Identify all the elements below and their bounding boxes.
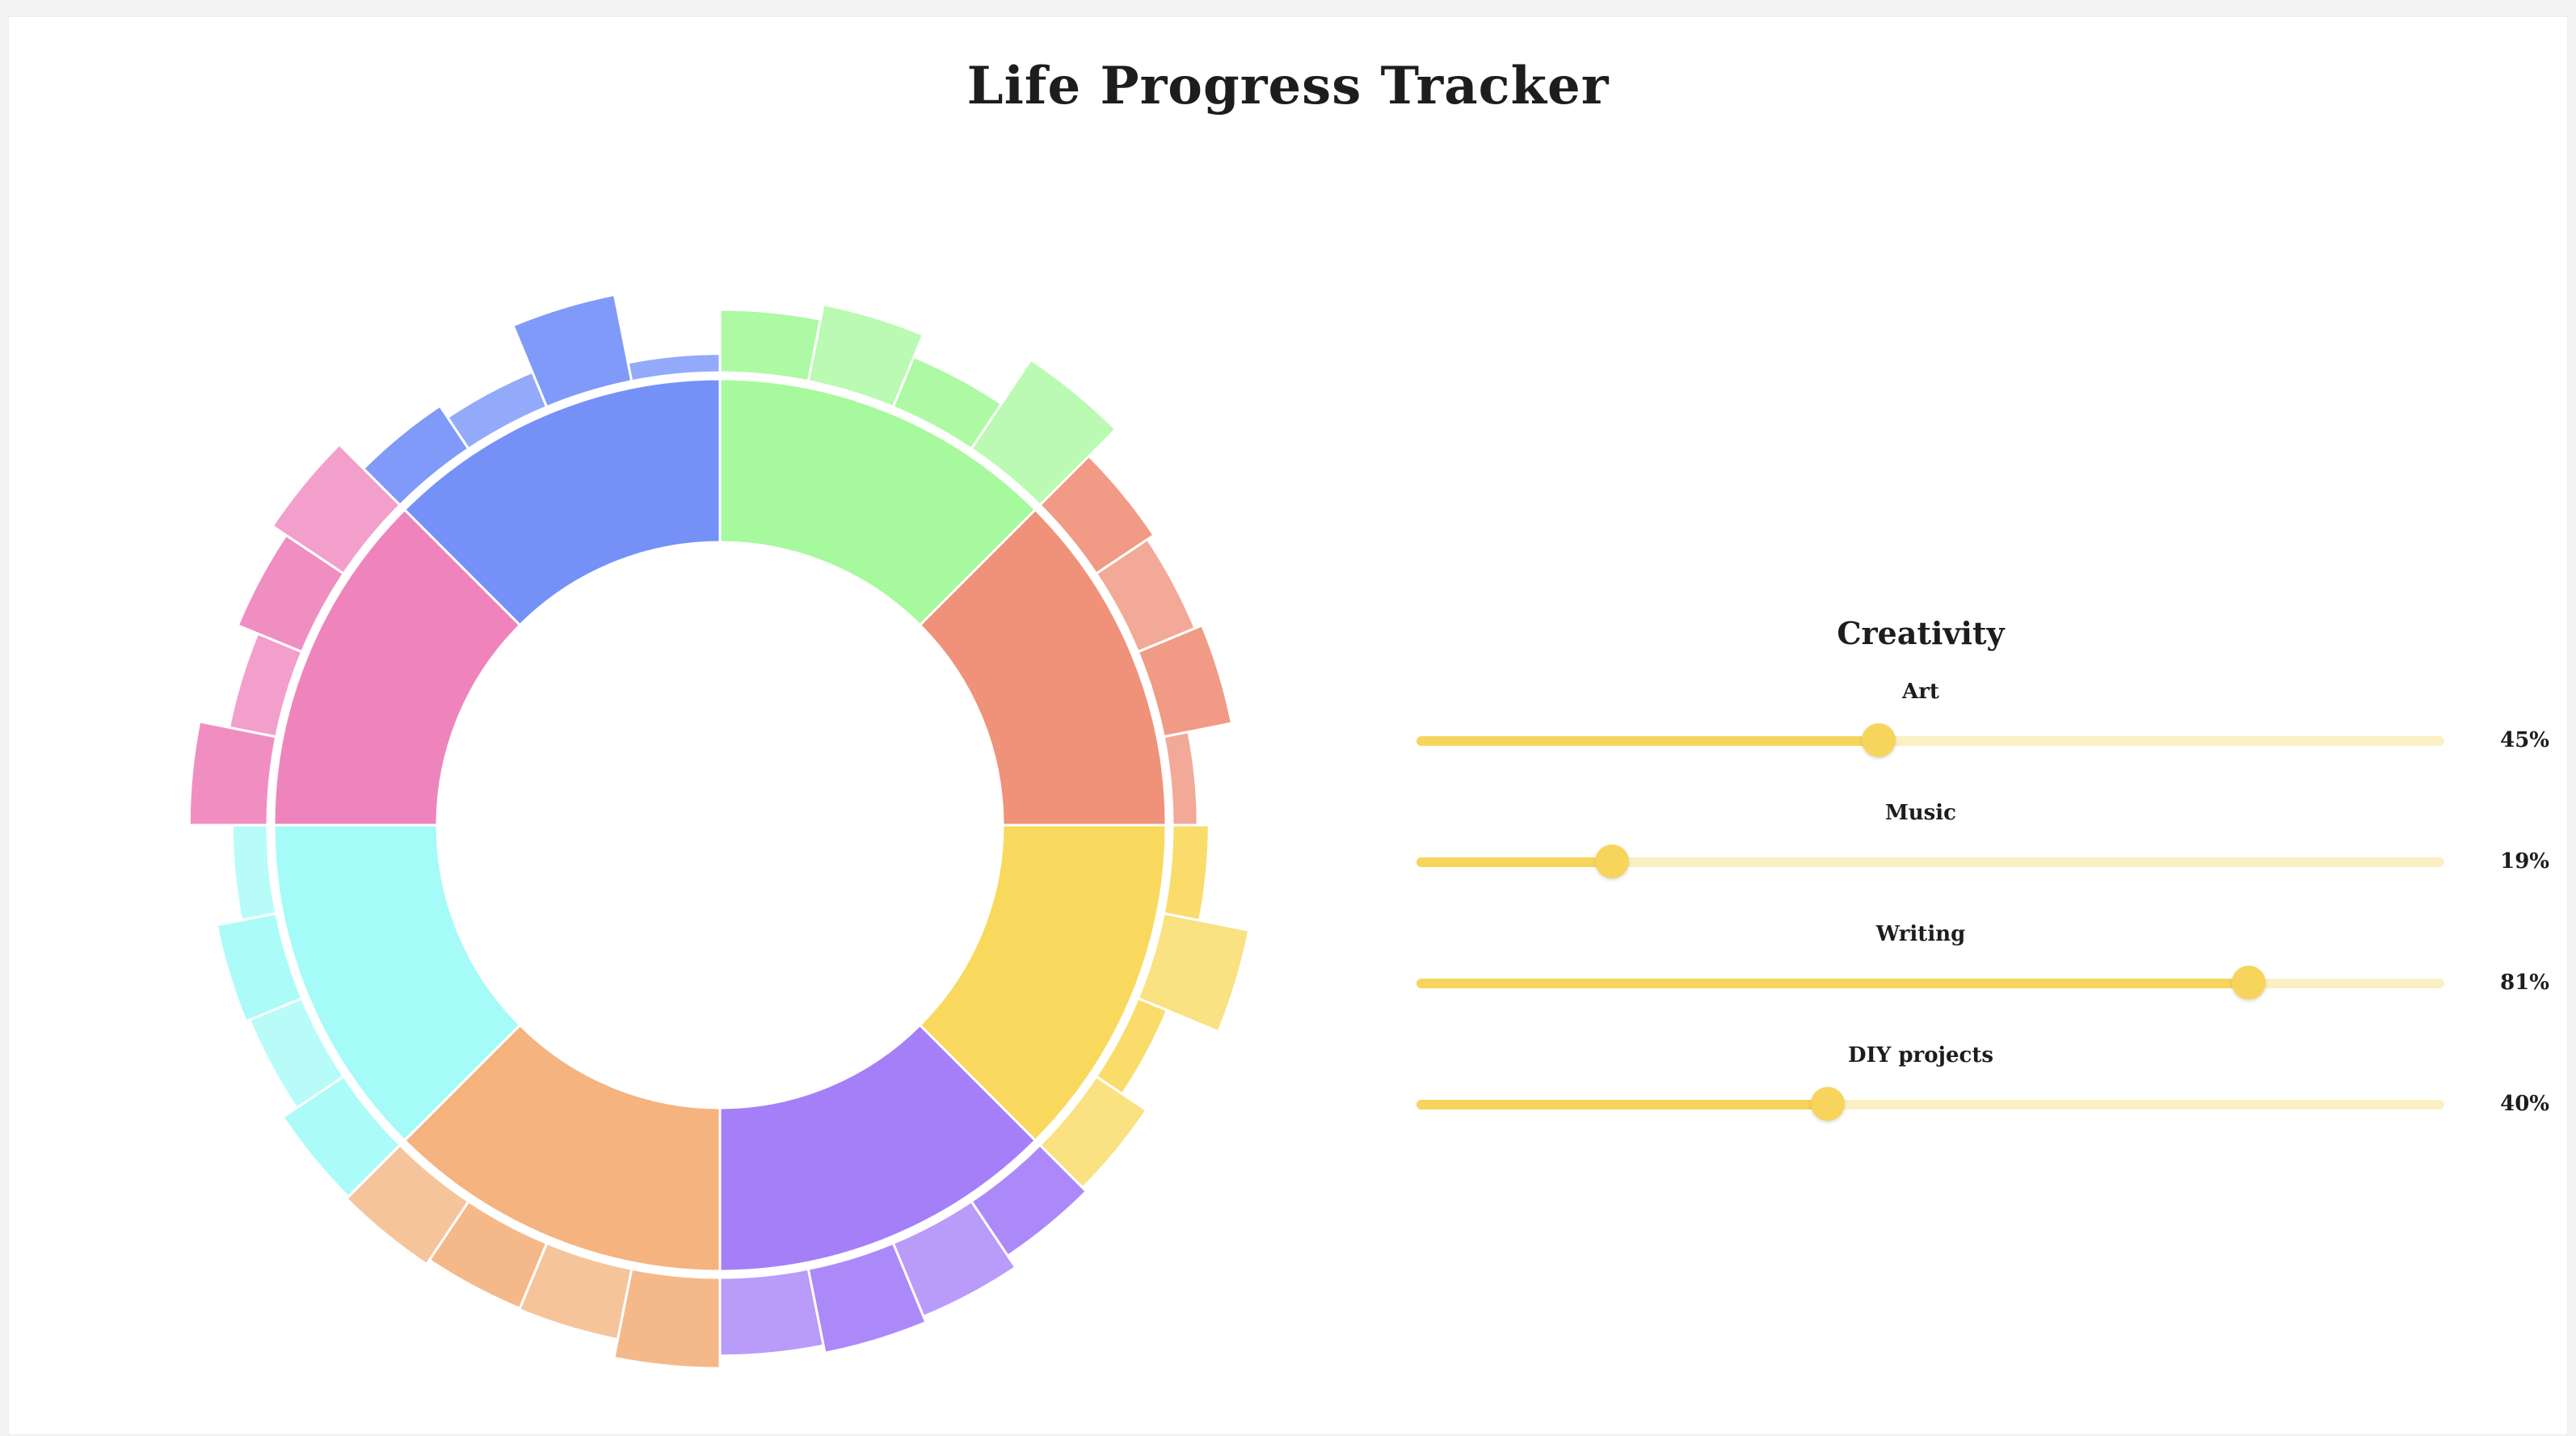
panel-title: Creativity (1837, 615, 2005, 651)
slider-value: 45% (2500, 728, 2549, 752)
subcategory-segment[interactable] (1162, 823, 1210, 922)
subcategory-segment[interactable] (626, 352, 722, 383)
center-hole (437, 542, 1003, 1108)
slider-thumb[interactable] (1594, 844, 1629, 878)
slider-thumb[interactable] (2232, 966, 2267, 1000)
slider-row-writing: Writing 81% (1407, 922, 2554, 1043)
slider-value: 19% (2500, 849, 2549, 874)
slider-label: Music (1884, 801, 1957, 825)
slider-track[interactable] (1416, 723, 2444, 757)
subcategory-segment[interactable] (1136, 912, 1251, 1034)
subcategory-segment[interactable] (1162, 730, 1199, 827)
category-detail-panel: Creativity Art 45% Music 19% Writing 81% (1407, 615, 2554, 1181)
subcategory-segment[interactable] (187, 720, 278, 827)
slider-value: 81% (2500, 971, 2549, 995)
slider-track[interactable] (1416, 966, 2444, 1000)
slider-label: Art (1902, 680, 1939, 704)
slider-track[interactable] (1416, 1087, 2444, 1121)
slider-fill (1416, 736, 1879, 746)
slider-fill (1416, 1100, 1828, 1110)
subcategory-segment[interactable] (718, 308, 823, 383)
subcategory-segment[interactable] (230, 823, 278, 922)
slider-label: DIY projects (1848, 1043, 1993, 1068)
subcategory-segment[interactable] (511, 293, 633, 409)
slider-row-art: Art 45% (1407, 680, 2554, 801)
slider-fill (1416, 979, 2250, 988)
slider-track[interactable] (1416, 844, 2444, 878)
slider-label: Writing (1875, 922, 1966, 946)
slider-thumb[interactable] (1810, 1087, 1845, 1121)
slider-value: 40% (2500, 1092, 2549, 1116)
page-title: Life Progress Tracker (966, 56, 1610, 116)
slider-thumb[interactable] (1862, 723, 1896, 757)
sunburst-chart (187, 293, 1251, 1370)
slider-fill (1416, 857, 1612, 867)
tracker-card: Life Progress Tracker Creativity Art 45%… (8, 16, 2568, 1435)
subcategory-segment[interactable] (718, 1267, 825, 1358)
slider-row-music: Music 19% (1407, 801, 2554, 922)
slider-row-diy-projects: DIY projects 40% (1407, 1043, 2554, 1164)
